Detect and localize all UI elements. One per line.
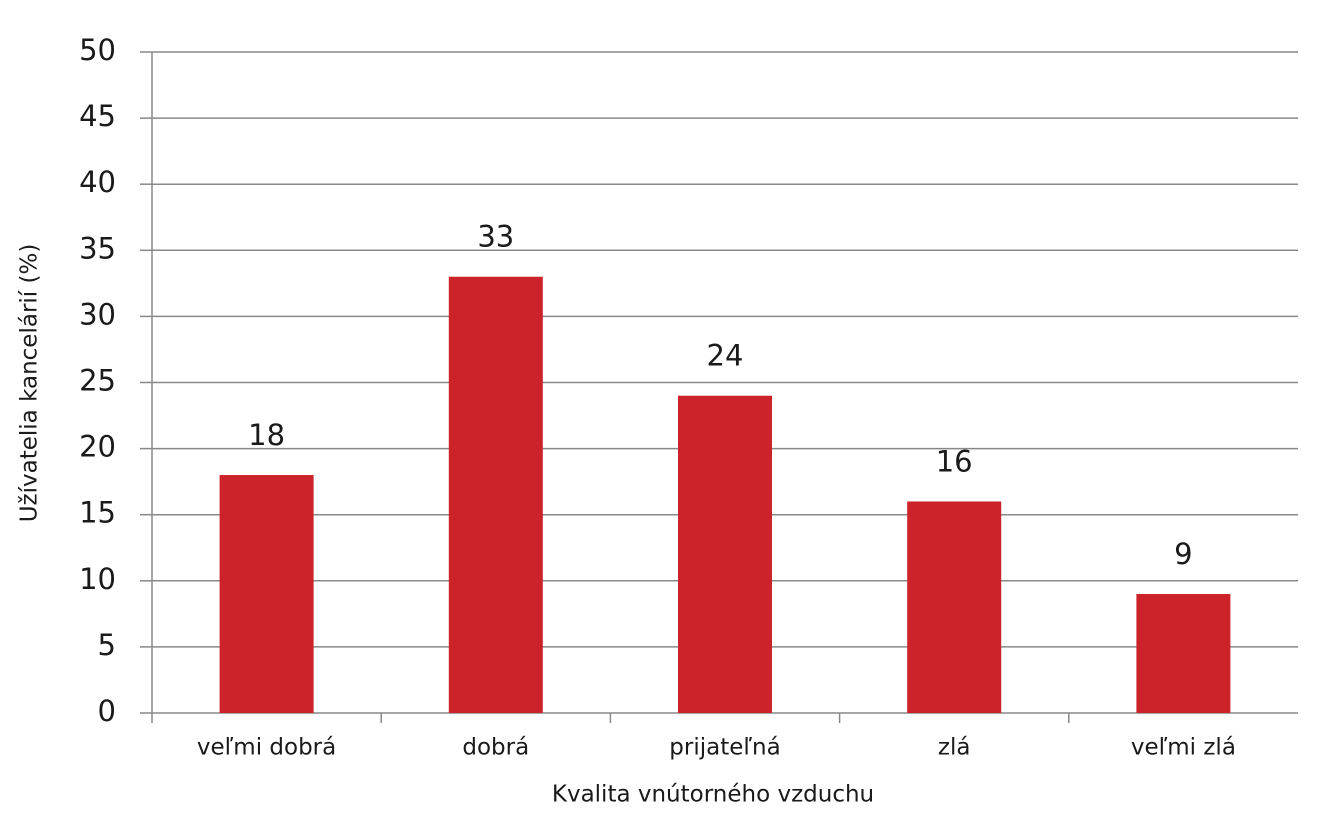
bar	[907, 501, 1002, 713]
data-label: 24	[707, 339, 744, 373]
data-label: 33	[477, 220, 514, 254]
y-tick-label: 50	[79, 33, 116, 67]
x-tick-label: veľmi dobrá	[197, 735, 336, 761]
y-axis-title: Užívatelia kancelárií (%)	[17, 244, 43, 523]
y-tick-label: 0	[98, 694, 116, 728]
x-tick-label: prijateľná	[669, 735, 780, 761]
bar	[448, 276, 543, 713]
y-tick-label: 30	[79, 297, 116, 331]
bar	[219, 475, 314, 713]
y-tick-label: 35	[79, 231, 116, 265]
y-tick-label: 10	[79, 562, 116, 596]
y-tick-label: 15	[79, 496, 116, 530]
y-tick-label: 45	[79, 99, 116, 133]
x-axis-title: Kvalita vnútorného vzduchu	[552, 782, 874, 808]
bar	[678, 395, 772, 713]
data-label: 18	[248, 418, 285, 452]
x-tick-label: zlá	[938, 735, 971, 761]
x-tick-label: veľmi zlá	[1131, 735, 1236, 761]
x-tick-label: dobrá	[462, 735, 529, 761]
y-tick-label: 40	[79, 165, 116, 199]
data-label: 16	[936, 444, 973, 478]
bar	[1136, 594, 1231, 713]
y-tick-label: 20	[79, 430, 116, 464]
data-label: 9	[1174, 537, 1192, 571]
y-tick-label: 5	[98, 628, 116, 662]
y-tick-label: 25	[79, 364, 116, 398]
